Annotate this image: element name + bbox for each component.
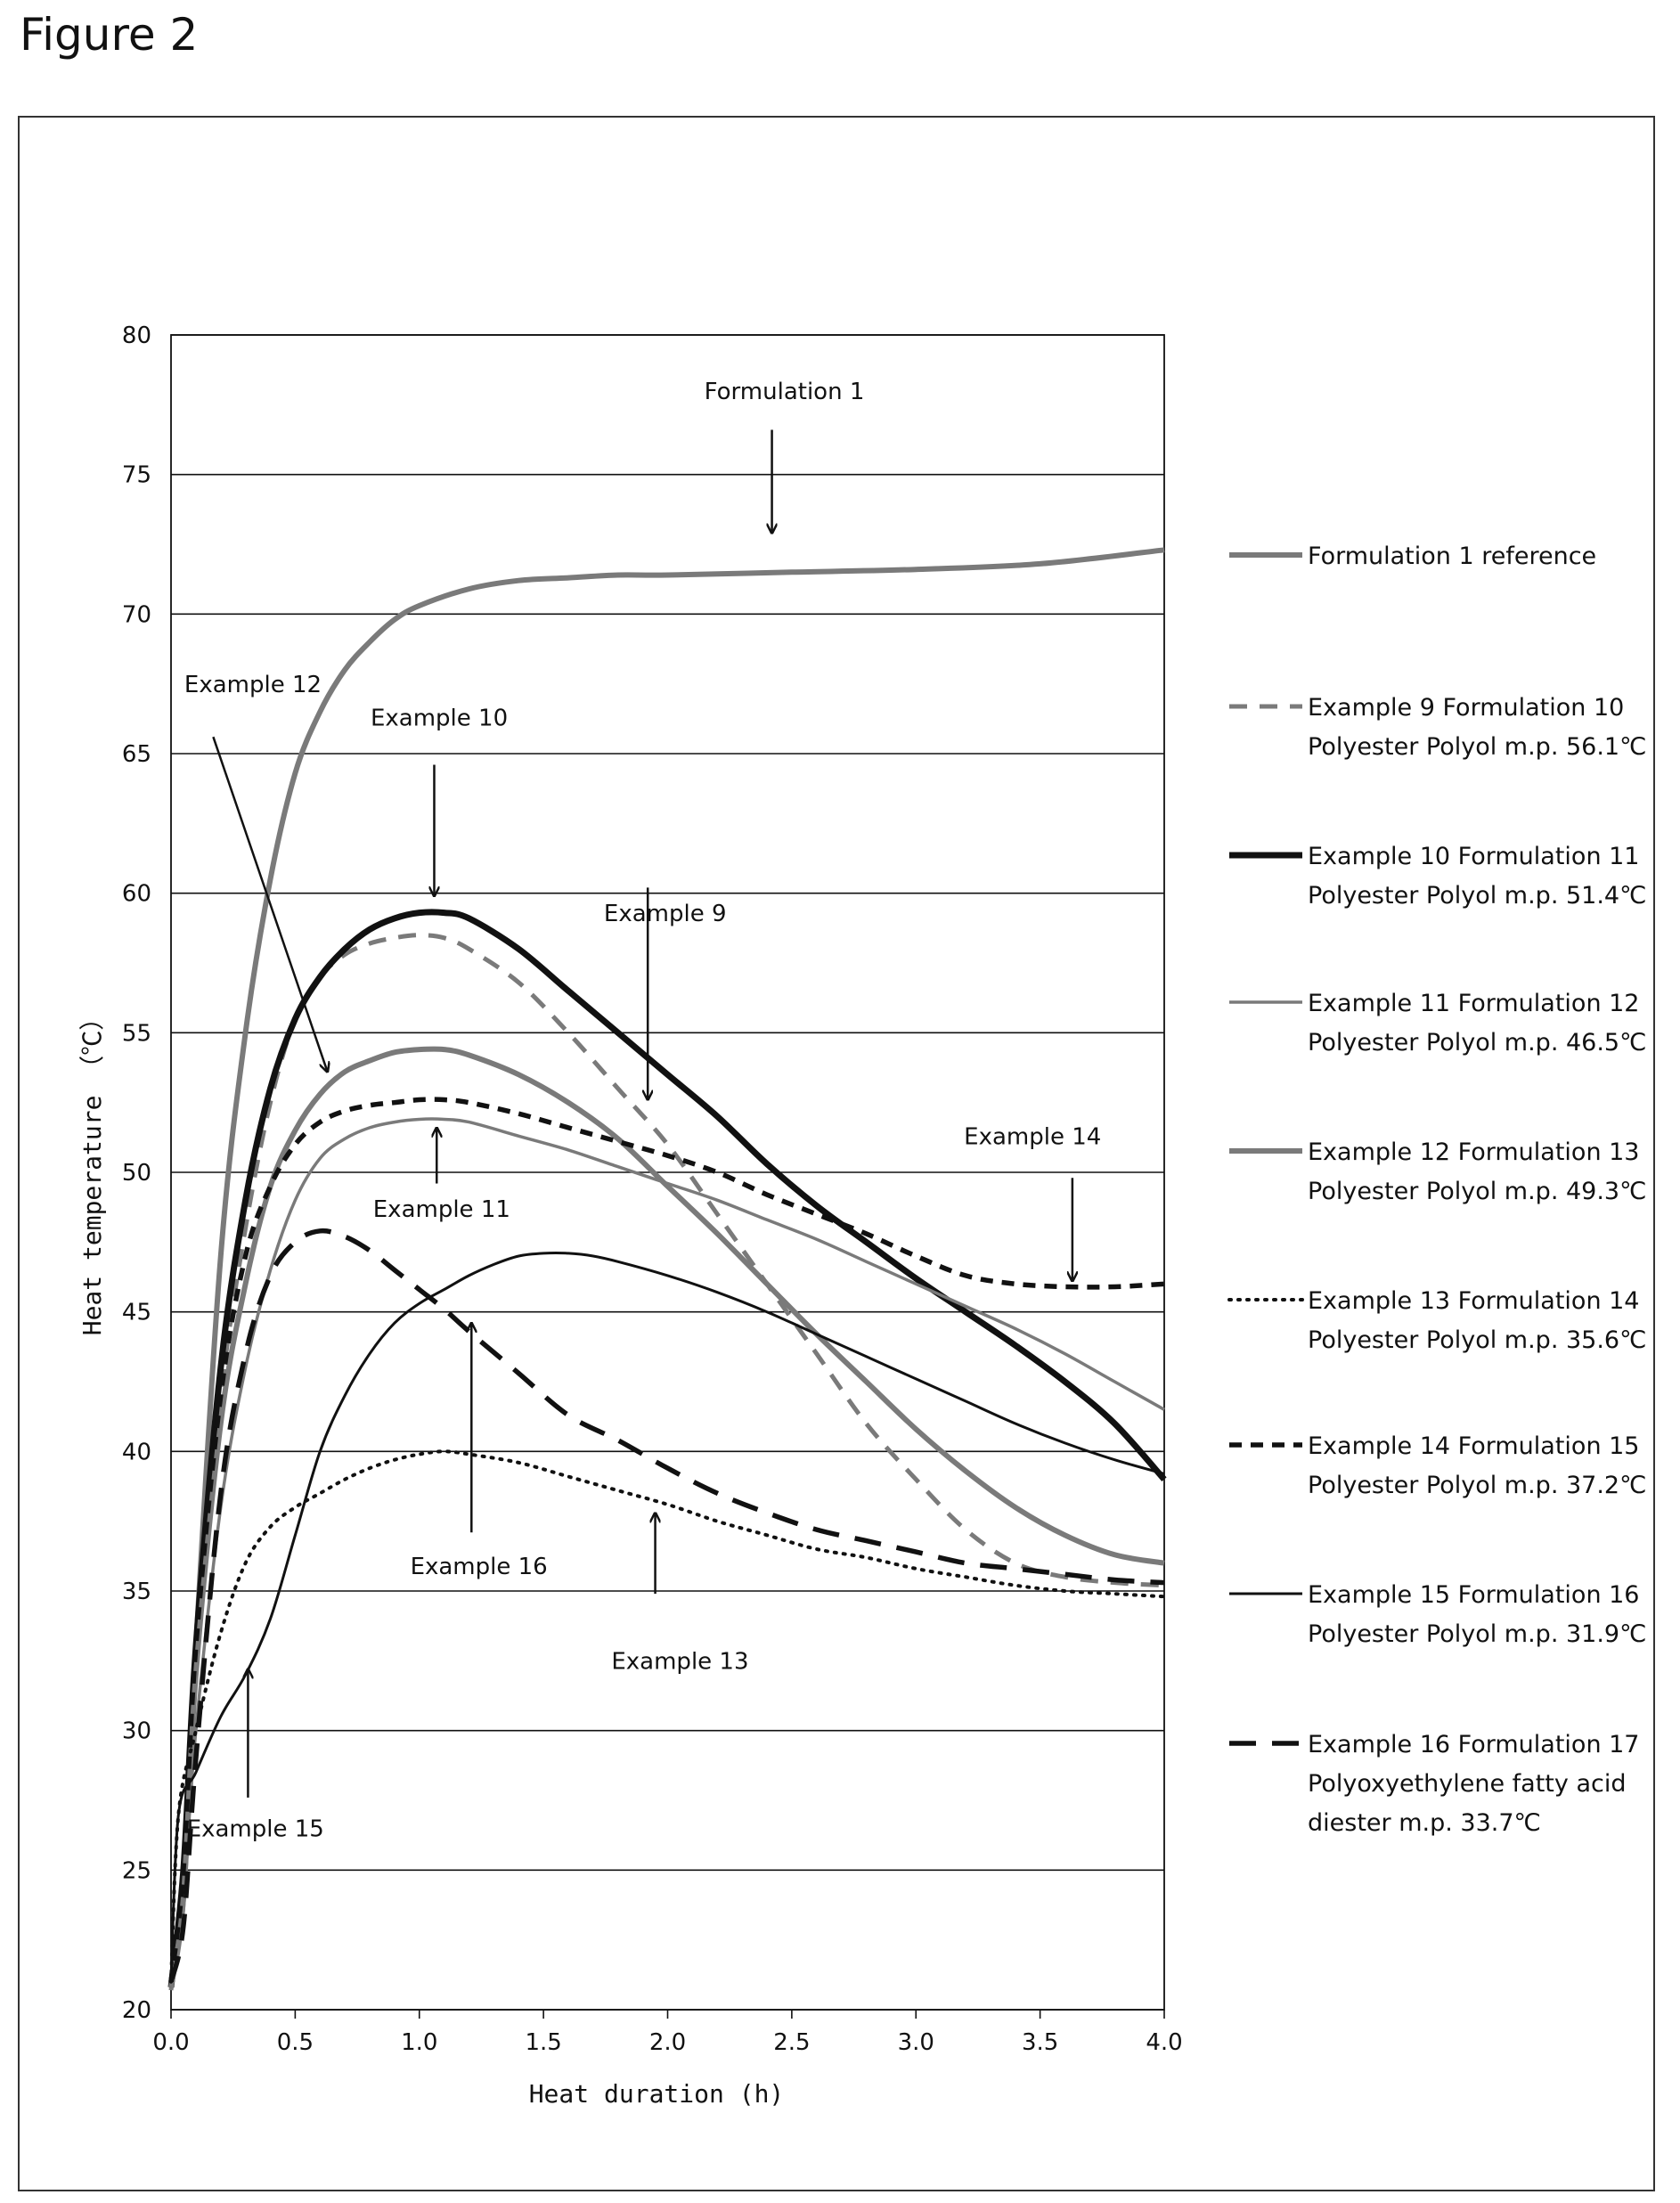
legend-label-ex16: diester m.p. 33.7℃ (1308, 1809, 1541, 1837)
annotation-label: Example 16 (411, 1554, 548, 1580)
y-tick-label: 35 (122, 1579, 151, 1605)
y-tick-label: 75 (122, 462, 151, 489)
legend: Formulation 1 reference Example 9 Formula… (1227, 543, 1646, 1837)
series-line-ex12 (168, 1046, 1165, 1988)
y-axis-title: Heat temperature （℃） (77, 1006, 107, 1336)
legend-label-ex10: Example 10 Formulation 11 (1308, 843, 1640, 870)
y-tick-label: 25 (122, 1857, 151, 1884)
annotation-label: Example 13 (611, 1649, 748, 1676)
legend-label-f1: Formulation 1 reference (1308, 543, 1596, 570)
y-tick-label: 80 (122, 322, 151, 349)
annotation-label: Example 14 (964, 1124, 1101, 1151)
x-tick-label: 0.0 (152, 2029, 189, 2056)
y-tick-label: 45 (122, 1300, 151, 1326)
x-axis-title: Heat duration (h) (529, 2079, 785, 2109)
plot-area-border (170, 334, 1165, 2011)
y-tick-label: 50 (122, 1160, 151, 1187)
x-tick-label: 2.5 (773, 2029, 810, 2056)
legend-label-ex9: Polyester Polyol m.p. 56.1℃ (1308, 733, 1646, 761)
annotations: Formulation 1 Example 12 Example 10 Example… (184, 379, 1101, 1843)
y-tick-label: 30 (122, 1718, 151, 1745)
legend-label-ex14: Polyester Polyol m.p. 37.2℃ (1308, 1472, 1646, 1499)
series-line-ex10 (167, 909, 1167, 1988)
legend-label-ex16: Polyoxyethylene fatty acid (1308, 1770, 1627, 1798)
series-line-f1 (168, 547, 1165, 1988)
x-tick-label: 2.0 (649, 2029, 686, 2056)
legend-label-ex16: Example 16 Formulation 17 (1308, 1731, 1640, 1758)
legend-label-ex11: Example 11 Formulation 12 (1308, 990, 1640, 1017)
series-line-ex15 (169, 1251, 1165, 1982)
figure-frame (18, 116, 1655, 2191)
annotation-label: Formulation 1 (705, 379, 865, 405)
annotation-label: Example 11 (373, 1196, 510, 1223)
legend-label-ex13: Polyester Polyol m.p. 35.6℃ (1308, 1326, 1646, 1354)
y-tick-label: 55 (122, 1020, 151, 1047)
gridlines (171, 334, 1164, 2011)
series-line-ex14 (168, 1097, 1165, 1983)
annotation-label: Example 9 (604, 901, 727, 927)
annotation-arrow (212, 736, 327, 1072)
y-tick-label: 40 (122, 1439, 151, 1465)
series-line-ex13 (169, 1449, 1166, 1984)
legend-label-ex14: Example 14 Formulation 15 (1308, 1432, 1640, 1460)
y-tick-label: 60 (122, 881, 151, 908)
y-tick-label: 70 (122, 601, 151, 628)
legend-label-ex10: Polyester Polyol m.p. 51.4℃ (1308, 882, 1646, 910)
x-tick-label: 1.5 (525, 2029, 561, 2056)
x-tick-label: 3.5 (1022, 2029, 1058, 2056)
legend-label-ex12: Example 12 Formulation 13 (1308, 1138, 1640, 1166)
legend-label-ex15: Polyester Polyol m.p. 31.9℃ (1308, 1620, 1646, 1648)
legend-label-ex12: Polyester Polyol m.p. 49.3℃ (1308, 1178, 1646, 1205)
legend-label-ex9: Example 9 Formulation 10 (1308, 694, 1624, 722)
annotation-label: Example 15 (187, 1816, 324, 1843)
y-tick-label: 20 (122, 1997, 151, 2024)
x-tick-label: 0.5 (277, 2029, 314, 2056)
series-line-ex16 (168, 1228, 1165, 1983)
annotation-label: Example 10 (371, 706, 508, 732)
series-lines (167, 547, 1167, 1991)
legend-label-ex11: Polyester Polyol m.p. 46.5℃ (1308, 1029, 1646, 1057)
legend-label-ex13: Example 13 Formulation 14 (1308, 1287, 1640, 1315)
y-tick-label: 65 (122, 741, 151, 768)
axes: 20 25 30 35 40 45 50 55 60 65 70 75 80 0.0 0.5 1.0 1.5 2.… (122, 322, 1183, 2056)
x-tick-label: 4.0 (1146, 2029, 1182, 2056)
figure-title: Figure 2 (20, 9, 199, 61)
annotation-label: Example 12 (184, 672, 322, 698)
x-tick-label: 1.0 (401, 2029, 437, 2056)
series-line-ex11 (169, 1117, 1165, 1982)
x-tick-label: 3.0 (898, 2029, 934, 2056)
legend-label-ex15: Example 15 Formulation 16 (1308, 1581, 1640, 1609)
